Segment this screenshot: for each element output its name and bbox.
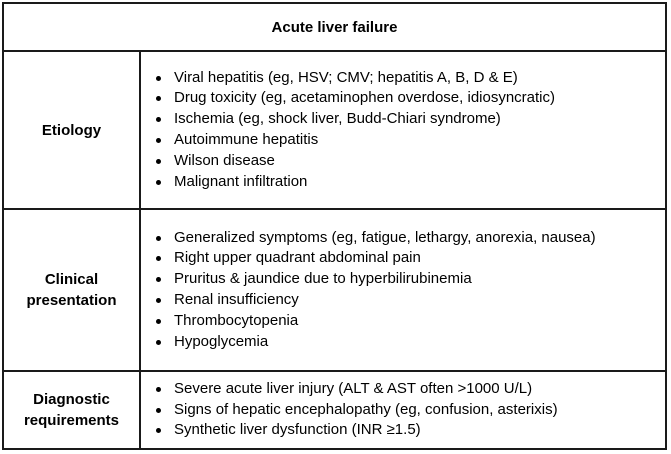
list-item: Renal insufficiency <box>155 290 596 311</box>
row-label-line: Etiology <box>41 121 102 139</box>
bullet-list: Generalized symptoms (eg, fatigue, letha… <box>155 228 596 353</box>
acute-liver-failure-table: Acute liver failure Etiology Viral hepat… <box>2 2 667 450</box>
list-item: Severe acute liver injury (ALT & AST oft… <box>155 379 558 400</box>
list-item: Signs of hepatic encephalopathy (eg, con… <box>155 400 558 421</box>
row-content-clinical-presentation: Generalized symptoms (eg, fatigue, letha… <box>141 210 665 370</box>
bullet-list: Viral hepatitis (eg, HSV; CMV; hepatitis… <box>155 68 555 193</box>
table-row-etiology: Etiology Viral hepatitis (eg, HSV; CMV; … <box>4 52 665 210</box>
row-label-clinical-presentation: Clinical presentation <box>4 210 141 370</box>
row-label-line: Clinical <box>44 271 99 288</box>
list-item: Right upper quadrant abdominal pain <box>155 248 596 269</box>
list-item: Autoimmune hepatitis <box>155 130 555 151</box>
row-content-etiology: Viral hepatitis (eg, HSV; CMV; hepatitis… <box>141 52 665 208</box>
bullet-list: Severe acute liver injury (ALT & AST oft… <box>155 379 558 441</box>
row-label-line: requirements <box>23 412 120 429</box>
list-item: Thrombocytopenia <box>155 311 596 332</box>
list-item: Ischemia (eg, shock liver, Budd-Chiari s… <box>155 109 555 130</box>
table-title: Acute liver failure <box>4 4 665 52</box>
list-item: Malignant infiltration <box>155 172 555 193</box>
list-item: Drug toxicity (eg, acetaminophen overdos… <box>155 88 555 109</box>
list-item: Wilson disease <box>155 151 555 172</box>
list-item: Pruritus & jaundice due to hyperbilirubi… <box>155 269 596 290</box>
row-content-diagnostic-requirements: Severe acute liver injury (ALT & AST oft… <box>141 372 665 448</box>
list-item: Hypoglycemia <box>155 332 596 353</box>
row-label-line: presentation <box>26 292 117 309</box>
list-item: Viral hepatitis (eg, HSV; CMV; hepatitis… <box>155 68 555 89</box>
list-item: Synthetic liver dysfunction (INR ≥1.5) <box>155 420 558 441</box>
table-row-diagnostic-requirements: Diagnostic requirements Severe acute liv… <box>4 372 665 448</box>
row-label-etiology: Etiology <box>4 52 141 208</box>
row-label-diagnostic-requirements: Diagnostic requirements <box>4 372 141 448</box>
list-item: Generalized symptoms (eg, fatigue, letha… <box>155 228 596 249</box>
row-label-line: Diagnostic <box>33 391 110 408</box>
table-row-clinical-presentation: Clinical presentation Generalized sympto… <box>4 210 665 372</box>
